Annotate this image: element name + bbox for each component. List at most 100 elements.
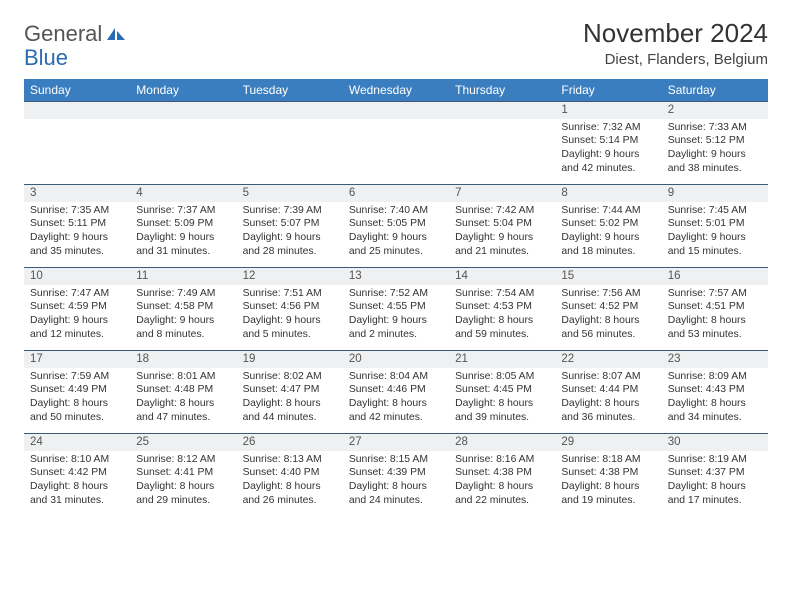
day-line: Daylight: 9 hours bbox=[349, 231, 443, 245]
day-line: and 19 minutes. bbox=[561, 494, 655, 508]
day-cell: Sunrise: 7:51 AMSunset: 4:56 PMDaylight:… bbox=[237, 285, 343, 351]
day-line: Sunrise: 8:05 AM bbox=[455, 370, 549, 384]
day-line: and 8 minutes. bbox=[136, 328, 230, 342]
day-line: and 25 minutes. bbox=[349, 245, 443, 259]
week-0-daynums: 12 bbox=[24, 102, 768, 119]
day-cell bbox=[130, 119, 236, 185]
day-line: Sunrise: 7:49 AM bbox=[136, 287, 230, 301]
day-number: 18 bbox=[130, 351, 236, 368]
day-line: Sunset: 4:38 PM bbox=[561, 466, 655, 480]
day-number: 15 bbox=[555, 268, 661, 285]
day-line: Sunset: 4:56 PM bbox=[243, 300, 337, 314]
day-line: and 29 minutes. bbox=[136, 494, 230, 508]
day-line: Daylight: 8 hours bbox=[561, 314, 655, 328]
day-line: Sunset: 4:38 PM bbox=[455, 466, 549, 480]
day-cell: Sunrise: 7:56 AMSunset: 4:52 PMDaylight:… bbox=[555, 285, 661, 351]
day-line: Daylight: 8 hours bbox=[349, 480, 443, 494]
day-line: Sunrise: 8:19 AM bbox=[668, 453, 762, 467]
day-cell bbox=[24, 119, 130, 185]
day-line: Sunrise: 8:04 AM bbox=[349, 370, 443, 384]
day-line: and 18 minutes. bbox=[561, 245, 655, 259]
day-line: Daylight: 9 hours bbox=[243, 314, 337, 328]
day-line: Sunset: 4:39 PM bbox=[349, 466, 443, 480]
day-cell: Sunrise: 8:12 AMSunset: 4:41 PMDaylight:… bbox=[130, 451, 236, 517]
day-cell bbox=[449, 119, 555, 185]
day-line: Daylight: 9 hours bbox=[668, 148, 762, 162]
day-line: Sunset: 4:41 PM bbox=[136, 466, 230, 480]
day-cell: Sunrise: 7:40 AMSunset: 5:05 PMDaylight:… bbox=[343, 202, 449, 268]
sail-icon bbox=[106, 23, 128, 46]
day-number: 7 bbox=[449, 185, 555, 202]
day-line: Sunset: 5:11 PM bbox=[30, 217, 124, 231]
day-cell: Sunrise: 7:52 AMSunset: 4:55 PMDaylight:… bbox=[343, 285, 449, 351]
day-line: Sunset: 4:46 PM bbox=[349, 383, 443, 397]
day-line: Sunrise: 7:32 AM bbox=[561, 121, 655, 135]
day-number: 1 bbox=[555, 102, 661, 119]
day-number: 27 bbox=[343, 434, 449, 451]
day-line: Sunrise: 7:37 AM bbox=[136, 204, 230, 218]
day-line: Daylight: 8 hours bbox=[668, 480, 762, 494]
day-line: Daylight: 8 hours bbox=[561, 480, 655, 494]
day-cell: Sunrise: 8:16 AMSunset: 4:38 PMDaylight:… bbox=[449, 451, 555, 517]
day-cell: Sunrise: 7:39 AMSunset: 5:07 PMDaylight:… bbox=[237, 202, 343, 268]
day-line: Daylight: 8 hours bbox=[243, 480, 337, 494]
day-cell: Sunrise: 8:09 AMSunset: 4:43 PMDaylight:… bbox=[662, 368, 768, 434]
calendar-page: GeneralBlue November 2024 Diest, Flander… bbox=[0, 0, 792, 535]
day-line: Sunset: 4:37 PM bbox=[668, 466, 762, 480]
day-number: 23 bbox=[662, 351, 768, 368]
day-line: Sunset: 4:49 PM bbox=[30, 383, 124, 397]
day-number: 3 bbox=[24, 185, 130, 202]
day-cell bbox=[343, 119, 449, 185]
weekday-saturday: Saturday bbox=[662, 79, 768, 102]
day-line: Daylight: 9 hours bbox=[561, 148, 655, 162]
day-line: Daylight: 9 hours bbox=[243, 231, 337, 245]
day-cell: Sunrise: 7:49 AMSunset: 4:58 PMDaylight:… bbox=[130, 285, 236, 351]
day-number: 29 bbox=[555, 434, 661, 451]
day-line: Sunset: 4:52 PM bbox=[561, 300, 655, 314]
week-1-daynums: 3456789 bbox=[24, 185, 768, 202]
week-0-content: Sunrise: 7:32 AMSunset: 5:14 PMDaylight:… bbox=[24, 119, 768, 185]
day-line: Sunset: 4:48 PM bbox=[136, 383, 230, 397]
day-number: 28 bbox=[449, 434, 555, 451]
day-line: Daylight: 8 hours bbox=[455, 480, 549, 494]
week-4-daynums: 24252627282930 bbox=[24, 434, 768, 451]
day-number: 6 bbox=[343, 185, 449, 202]
day-cell: Sunrise: 8:10 AMSunset: 4:42 PMDaylight:… bbox=[24, 451, 130, 517]
week-1-content: Sunrise: 7:35 AMSunset: 5:11 PMDaylight:… bbox=[24, 202, 768, 268]
day-line: Sunset: 5:12 PM bbox=[668, 134, 762, 148]
day-line: Sunset: 5:01 PM bbox=[668, 217, 762, 231]
day-line: Daylight: 8 hours bbox=[136, 397, 230, 411]
day-line: Sunset: 5:04 PM bbox=[455, 217, 549, 231]
day-line: Sunset: 4:44 PM bbox=[561, 383, 655, 397]
day-line: Sunrise: 8:13 AM bbox=[243, 453, 337, 467]
day-line: Sunrise: 7:33 AM bbox=[668, 121, 762, 135]
day-line: Sunrise: 7:44 AM bbox=[561, 204, 655, 218]
day-line: Sunrise: 7:52 AM bbox=[349, 287, 443, 301]
weekday-tuesday: Tuesday bbox=[237, 79, 343, 102]
day-number: 2 bbox=[662, 102, 768, 119]
day-line: Daylight: 9 hours bbox=[561, 231, 655, 245]
day-line: and 59 minutes. bbox=[455, 328, 549, 342]
header: GeneralBlue November 2024 Diest, Flander… bbox=[24, 18, 768, 69]
day-line: and 39 minutes. bbox=[455, 411, 549, 425]
day-number bbox=[24, 102, 130, 119]
calendar-table: Sunday Monday Tuesday Wednesday Thursday… bbox=[24, 79, 768, 517]
day-cell: Sunrise: 7:44 AMSunset: 5:02 PMDaylight:… bbox=[555, 202, 661, 268]
day-line: Daylight: 8 hours bbox=[561, 397, 655, 411]
week-4-content: Sunrise: 8:10 AMSunset: 4:42 PMDaylight:… bbox=[24, 451, 768, 517]
brand-part1: General bbox=[24, 21, 102, 46]
day-line: Sunrise: 7:59 AM bbox=[30, 370, 124, 384]
day-line: Sunset: 4:47 PM bbox=[243, 383, 337, 397]
day-cell: Sunrise: 8:05 AMSunset: 4:45 PMDaylight:… bbox=[449, 368, 555, 434]
day-line: and 47 minutes. bbox=[136, 411, 230, 425]
day-number: 20 bbox=[343, 351, 449, 368]
day-line: Daylight: 8 hours bbox=[243, 397, 337, 411]
day-line: and 35 minutes. bbox=[30, 245, 124, 259]
day-line: Sunrise: 8:16 AM bbox=[455, 453, 549, 467]
day-line: Daylight: 8 hours bbox=[349, 397, 443, 411]
day-number bbox=[343, 102, 449, 119]
day-number: 9 bbox=[662, 185, 768, 202]
day-line: and 44 minutes. bbox=[243, 411, 337, 425]
day-line: Sunset: 4:58 PM bbox=[136, 300, 230, 314]
day-line: Sunrise: 7:51 AM bbox=[243, 287, 337, 301]
